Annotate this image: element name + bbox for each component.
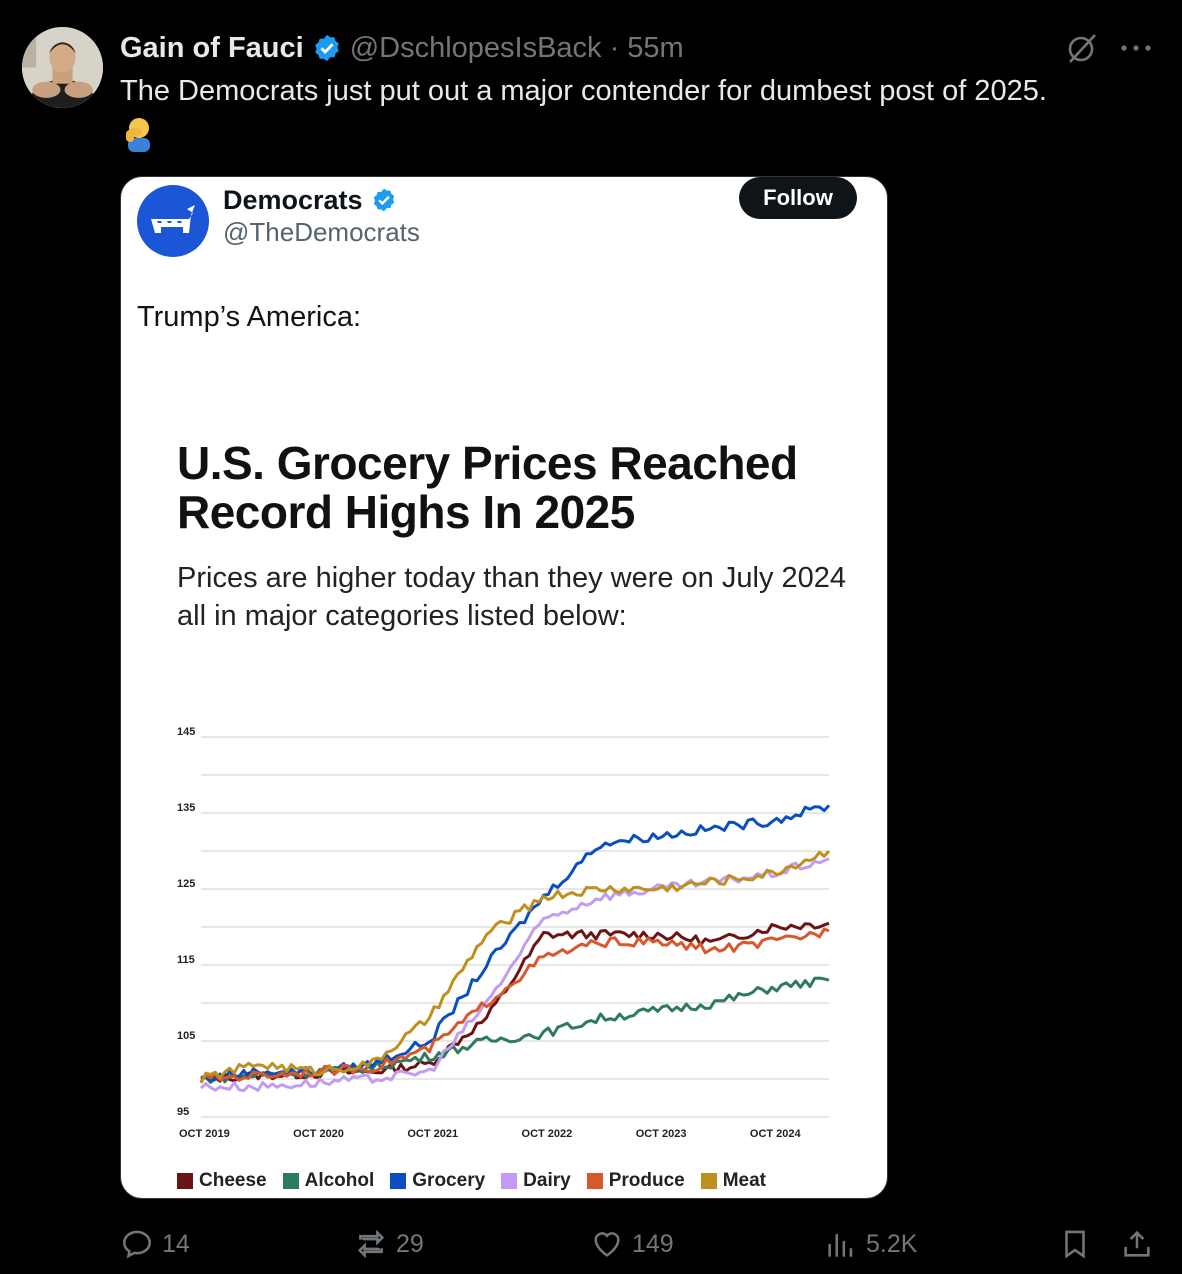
verified-badge-icon (314, 34, 339, 62)
reply-count: 14 (162, 1229, 190, 1258)
views-button[interactable]: 5.2K (824, 1226, 917, 1262)
legend-item-dairy: Dairy (501, 1170, 571, 1192)
grok-icon[interactable] (1064, 30, 1100, 66)
view-count: 5.2K (866, 1229, 918, 1258)
like-button[interactable]: 149 (590, 1226, 674, 1262)
verified-badge-icon (373, 188, 394, 212)
legend-swatch (700, 1173, 717, 1189)
legend-item-alcohol: Alcohol (282, 1170, 375, 1192)
series-line-cheese (200, 921, 830, 1083)
y-tick-label: 115 (177, 954, 195, 966)
like-count: 149 (632, 1229, 674, 1258)
bookmark-icon[interactable] (1058, 1226, 1092, 1262)
y-tick-label: 135 (177, 802, 195, 814)
y-tick-label: 95 (177, 1106, 189, 1118)
x-tick-label: OCT 2021 (407, 1128, 458, 1140)
man-facepalming-icon (126, 118, 150, 152)
display-name[interactable]: Gain of Fauci (120, 31, 304, 64)
legend-swatch (501, 1173, 518, 1189)
follow-button[interactable]: Follow (739, 177, 857, 219)
chart-legend: Cheese Alcohol Grocery Dairy Produce Meat (177, 1169, 766, 1193)
democrats-logo-icon (137, 185, 209, 257)
quoted-post-card[interactable]: Democrats @TheDemocrats Follow Trump’s A… (120, 176, 888, 1199)
legend-label: Grocery (412, 1170, 486, 1191)
legend-item-grocery: Grocery (390, 1170, 485, 1192)
x-tick-label: OCT 2024 (750, 1128, 802, 1140)
chart-title: U.S. Grocery Prices Reached Record Highs… (177, 437, 798, 538)
series-line-alcohol (200, 976, 830, 1084)
x-tick-label: OCT 2023 (636, 1128, 687, 1140)
legend-item-meat: Meat (700, 1170, 767, 1192)
avatar[interactable] (22, 27, 103, 108)
legend-label: Produce (608, 1170, 685, 1191)
reply-icon (122, 1230, 152, 1259)
legend-swatch (282, 1173, 299, 1189)
legend-item-produce: Produce (586, 1170, 685, 1192)
repost-count: 29 (396, 1229, 424, 1258)
post-text: The Democrats just put out a major conte… (120, 75, 1047, 107)
y-tick-label: 125 (177, 878, 195, 890)
repost-icon (357, 1229, 385, 1259)
quoted-display-name[interactable]: Democrats (223, 184, 363, 215)
legend-label: Meat (722, 1170, 767, 1191)
x-tick-label: OCT 2020 (293, 1128, 344, 1140)
x-tick-label: OCT 2022 (522, 1128, 573, 1140)
more-options-icon[interactable] (1118, 38, 1154, 58)
x-tick-label: OCT 2019 (179, 1128, 230, 1140)
series-line-produce (199, 927, 830, 1083)
y-tick-label: 145 (177, 726, 195, 738)
repost-button[interactable]: 29 (354, 1226, 424, 1262)
quoted-text: Trump’s America: (137, 301, 361, 333)
y-tick-label: 105 (177, 1030, 195, 1042)
post-header: Gain of Fauci @DschlopesIsBack · 55m (120, 28, 684, 68)
legend-swatch (177, 1173, 193, 1189)
legend-label: Cheese (199, 1170, 267, 1191)
legend-swatch (586, 1173, 603, 1189)
share-icon[interactable] (1120, 1226, 1154, 1262)
handle[interactable]: @DschlopesIsBack (349, 31, 602, 64)
timestamp[interactable]: 55m (627, 31, 684, 64)
legend-label: Alcohol (304, 1170, 375, 1191)
series-line-dairy (199, 857, 830, 1093)
quoted-name: Democrats (223, 181, 397, 219)
heart-icon (594, 1232, 620, 1257)
series-line-grocery (200, 804, 831, 1082)
quoted-handle[interactable]: @TheDemocrats (223, 217, 420, 247)
legend-label: Dairy (523, 1170, 571, 1191)
legend-item-cheese: Cheese (177, 1170, 267, 1192)
legend-swatch (390, 1173, 407, 1189)
grocery-price-chart: 95 105 115 125 135 145 OCT 2019 OCT 2020 OCT 202… (177, 726, 831, 1140)
reply-button[interactable]: 14 (120, 1226, 190, 1262)
views-bar-chart-icon (828, 1234, 853, 1257)
separator: · (609, 31, 620, 64)
series-line-meat (199, 849, 831, 1084)
chart-subtitle: Prices are higher today than they were o… (177, 562, 847, 632)
